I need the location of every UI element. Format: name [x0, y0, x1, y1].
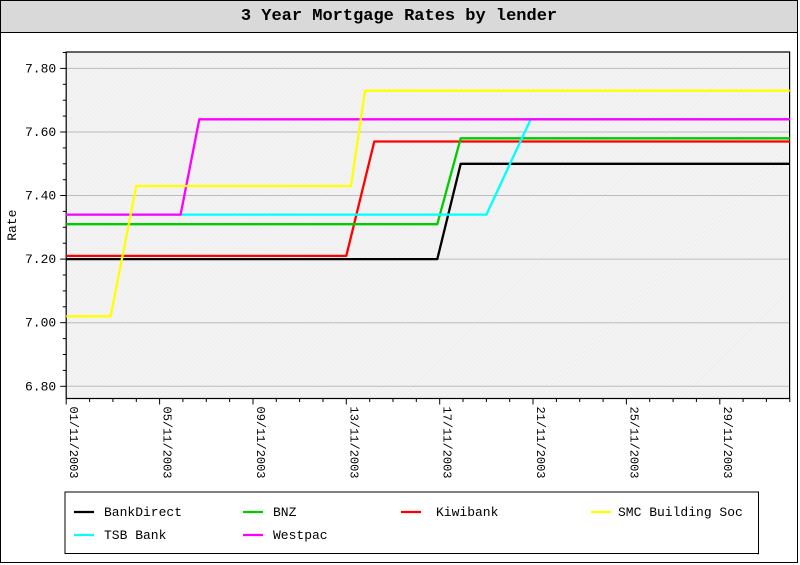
svg-text:21/11/2003: 21/11/2003: [533, 407, 547, 479]
svg-text:13/11/2003: 13/11/2003: [346, 407, 360, 479]
svg-text:29/11/2003: 29/11/2003: [720, 407, 734, 479]
svg-text:BankDirect: BankDirect: [104, 505, 182, 520]
svg-text:7.40: 7.40: [25, 189, 56, 204]
svg-text:17/11/2003: 17/11/2003: [440, 407, 454, 479]
svg-text:Westpac: Westpac: [273, 528, 328, 543]
svg-text:7.80: 7.80: [25, 61, 56, 76]
svg-text:25/11/2003: 25/11/2003: [626, 407, 640, 479]
svg-text:BNZ: BNZ: [273, 505, 297, 520]
svg-text:Rate: Rate: [5, 210, 20, 241]
svg-text:TSB Bank: TSB Bank: [104, 528, 167, 543]
svg-text:01/11/2003: 01/11/2003: [66, 407, 80, 479]
svg-text:Kiwibank: Kiwibank: [436, 505, 499, 520]
svg-text:09/11/2003: 09/11/2003: [253, 407, 267, 479]
svg-text:7.60: 7.60: [25, 125, 56, 140]
svg-text:05/11/2003: 05/11/2003: [160, 407, 174, 479]
svg-text:7.00: 7.00: [25, 316, 56, 331]
svg-text:7.20: 7.20: [25, 252, 56, 267]
svg-text:6.80: 6.80: [25, 379, 56, 394]
svg-text:SMC Building Soc: SMC Building Soc: [618, 505, 743, 520]
